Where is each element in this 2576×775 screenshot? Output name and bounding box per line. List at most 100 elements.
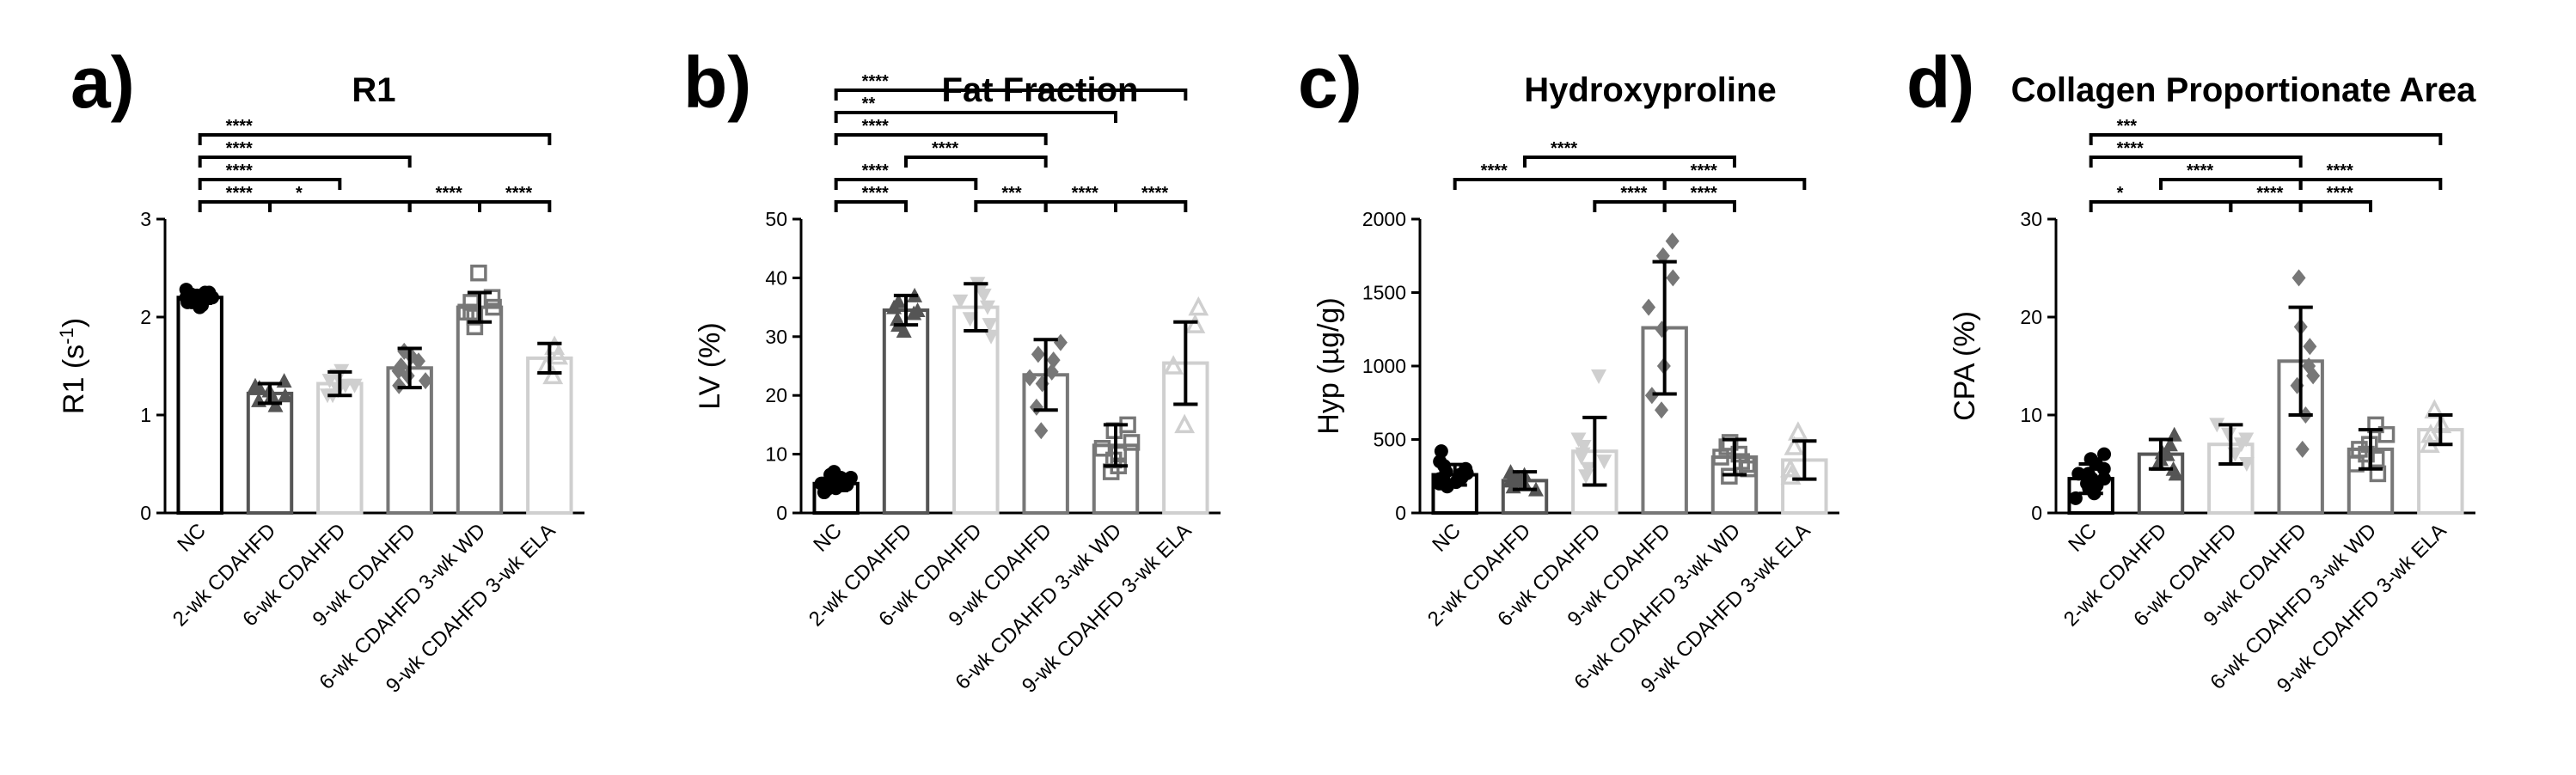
significance-label: **** <box>1481 162 1508 180</box>
significance-bracket <box>834 88 1188 101</box>
y-tick-label: 1500 <box>1362 282 1406 304</box>
data-point <box>1044 363 1059 381</box>
significance-bracket <box>2298 178 2443 190</box>
y-tick-label: 2000 <box>1362 208 1406 230</box>
error-bar <box>1792 439 1817 481</box>
error-bar <box>1722 437 1747 477</box>
data-point <box>392 376 407 394</box>
error-bar <box>2078 462 2103 496</box>
data-point <box>2424 399 2445 419</box>
data-point <box>1780 457 1801 478</box>
significance-bracket <box>834 178 978 190</box>
y-tick-label: 10 <box>2020 404 2042 426</box>
data-point <box>2071 467 2086 481</box>
significance-bracket <box>834 111 1117 123</box>
data-point <box>2295 440 2310 458</box>
data-point <box>1031 345 1045 363</box>
data-point <box>1738 455 1756 473</box>
significance-label: **** <box>1072 184 1098 203</box>
y-axis-label: R1 (s-1) <box>56 318 91 414</box>
significance-label: *** <box>2117 117 2138 136</box>
data-point <box>1434 444 1448 459</box>
significance-bracket <box>834 200 908 212</box>
y-tick-label: 50 <box>765 208 787 230</box>
data-point <box>2238 457 2255 472</box>
data-point <box>184 287 199 302</box>
error-bar <box>467 290 493 324</box>
significance-bracket <box>834 133 1048 145</box>
data-point <box>1665 232 1680 250</box>
data-point <box>1046 351 1061 369</box>
error-bar <box>2428 413 2453 447</box>
significance-bracket <box>478 200 552 212</box>
significance-label: *** <box>1001 184 1022 203</box>
y-tick-label: 0 <box>140 502 151 524</box>
data-point <box>1459 463 1473 478</box>
data-point <box>1580 461 1596 477</box>
data-point <box>890 311 906 326</box>
significance-label: * <box>2117 184 2124 203</box>
data-point <box>1123 434 1141 451</box>
data-point <box>2306 367 2321 385</box>
significance-label: **** <box>1691 162 1717 180</box>
data-point <box>962 312 978 327</box>
data-point <box>1784 436 1805 455</box>
error-bar <box>2148 437 2174 471</box>
significance-bracket <box>2089 133 2443 145</box>
data-point <box>542 364 564 385</box>
data-point <box>1591 369 1607 384</box>
significance-label: **** <box>1620 184 1647 203</box>
data-point <box>1570 432 1587 448</box>
data-point <box>2420 424 2441 443</box>
data-point <box>1093 440 1111 457</box>
chart-title: Hydroxyproline <box>1524 71 1776 109</box>
significance-label: **** <box>1141 184 1168 203</box>
data-point <box>2097 447 2112 461</box>
data-point <box>1573 450 1589 466</box>
significance-label: **** <box>436 184 462 203</box>
data-point <box>1502 464 1519 479</box>
significance-label: **** <box>1691 184 1717 203</box>
y-tick-label: 30 <box>2020 208 2042 230</box>
significance-label: **** <box>862 184 889 203</box>
y-axis-label: CPA (%) <box>1949 311 1981 421</box>
data-point <box>979 300 995 315</box>
data-point <box>909 302 926 318</box>
error-bar <box>1173 320 1198 406</box>
significance-bracket <box>198 133 552 145</box>
significance-bracket <box>1453 178 1667 190</box>
data-point <box>247 377 263 393</box>
significance-bracket <box>1662 178 1807 190</box>
error-bar <box>397 346 422 390</box>
significance-label: **** <box>505 184 532 203</box>
bar <box>176 296 223 516</box>
significance-label: **** <box>2187 162 2213 180</box>
data-point <box>548 345 569 365</box>
data-point <box>1184 314 1206 333</box>
chart-title: R1 <box>352 71 395 109</box>
bar <box>316 381 364 515</box>
data-point <box>2303 338 2317 356</box>
y-tick-label: 500 <box>1374 429 1406 451</box>
significance-bracket <box>1043 200 1117 212</box>
error-bar <box>1652 259 1677 396</box>
significance-bracket <box>2089 156 2303 168</box>
category-label: NC <box>2064 519 2102 557</box>
y-axis-label: LV (%) <box>694 322 726 409</box>
y-tick-label: 0 <box>2031 502 2042 524</box>
significance-bracket <box>974 200 1048 212</box>
significance-bracket <box>407 200 481 212</box>
data-point <box>483 289 501 306</box>
data-point <box>952 294 969 309</box>
bar <box>386 366 433 515</box>
data-point <box>470 264 487 282</box>
significance-label: **** <box>226 162 253 180</box>
data-point <box>840 478 854 492</box>
data-point <box>1655 401 1669 419</box>
data-point <box>1163 355 1184 375</box>
data-point <box>1712 449 1729 466</box>
data-point <box>277 388 293 403</box>
significance-label: **** <box>2256 184 2283 203</box>
